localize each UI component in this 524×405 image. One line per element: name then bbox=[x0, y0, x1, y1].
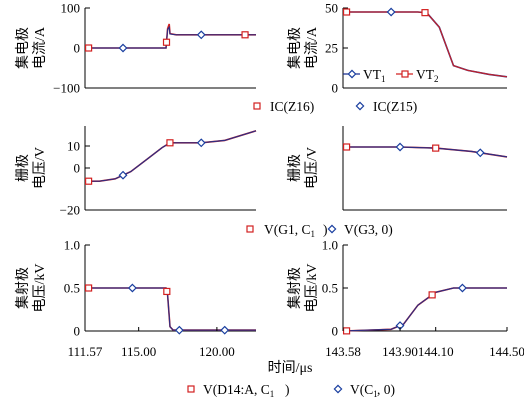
gate-right-ylabel: 电压/V bbox=[304, 147, 320, 189]
ce-left-xtick-label: 120.00 bbox=[199, 344, 235, 359]
gate-left-ytick-label: 0 bbox=[74, 161, 81, 176]
current-left-series-line bbox=[85, 25, 256, 49]
inset-legend-blue-label: VT1 bbox=[363, 67, 386, 84]
gate-left-ylabel: 栅极 bbox=[15, 154, 31, 182]
current-right-ytick-label: 0 bbox=[332, 81, 339, 96]
legend3-blue-label-close: , 0) bbox=[377, 382, 395, 397]
current-right-marker-red bbox=[342, 8, 351, 16]
legend1-blue-label: IC(Z15) bbox=[373, 99, 417, 114]
ce-left-ytick-label: 0.5 bbox=[64, 281, 80, 296]
legend2-blue-label: V(G3, 0) bbox=[344, 222, 393, 237]
gate-right-marker-red bbox=[342, 143, 351, 151]
legend1-blue-marker bbox=[355, 101, 365, 111]
gate-left-ylabel: 电压/V bbox=[32, 147, 48, 189]
legend1-red-label: IC(Z16) bbox=[270, 99, 314, 114]
ce-right-xtick-label: 144.50 bbox=[489, 344, 524, 359]
ce-left-ylabel: 电压/kV bbox=[32, 264, 48, 313]
legend3-red-marker bbox=[187, 385, 195, 393]
current-right-ytick-label: 50 bbox=[325, 1, 338, 16]
inset-legend-red-label: VT2 bbox=[416, 67, 439, 84]
gate-left-series-line bbox=[85, 130, 257, 182]
ce-right-marker-red bbox=[428, 291, 436, 299]
ce-right-ytick-label: 1.0 bbox=[322, 238, 338, 253]
current-right-marker-red bbox=[421, 9, 429, 17]
current-left-marker-red bbox=[162, 38, 171, 46]
ce-left-marker-blue bbox=[220, 325, 230, 335]
ce-left-series-line bbox=[85, 287, 256, 331]
ce-right-xtick-label: 143.58 bbox=[325, 344, 361, 359]
legend3-red-label-close: ) bbox=[285, 382, 290, 397]
ce-left-ytick-label: 0 bbox=[74, 324, 81, 339]
ce-right-marker-red bbox=[342, 327, 351, 335]
legend3-blue-marker bbox=[333, 384, 343, 394]
ce-right-ytick-label: 0 bbox=[332, 324, 339, 339]
ce-right-ytick-label: 0.5 bbox=[322, 281, 338, 296]
current-left-marker-blue bbox=[196, 30, 206, 40]
gate-left-ytick-label: −20 bbox=[60, 203, 80, 218]
current-right-ylabel: 集电极 bbox=[286, 27, 303, 69]
ce-right-ylabel: 集射极 bbox=[286, 267, 303, 309]
legend2-red-label-close: ) bbox=[323, 222, 328, 237]
gate-left-marker-blue bbox=[118, 170, 128, 180]
gate-right-ylabel: 栅极 bbox=[287, 154, 303, 182]
legend3-red-label: V(D14:A, C1 bbox=[203, 382, 274, 399]
ce-left-series-line bbox=[85, 287, 256, 331]
ce-right-ylabel: 电压/kV bbox=[304, 264, 320, 313]
current-left-ytick-label: 0 bbox=[74, 41, 81, 56]
ce-right-series-line bbox=[342, 287, 507, 332]
inset-legend-blue-marker bbox=[347, 69, 357, 79]
ce-left-marker-red bbox=[163, 287, 171, 296]
current-left-ytick-label: 100 bbox=[61, 1, 81, 16]
gate-right-marker-blue bbox=[475, 148, 485, 158]
ce-left-xtick-label: 111.57 bbox=[68, 344, 103, 359]
x-axis-label: 时间/μs bbox=[268, 360, 313, 376]
gate-left-marker-red bbox=[166, 139, 174, 147]
legend3-blue-label: V(C1 bbox=[350, 382, 378, 399]
ce-right-xtick-label: 144.10 bbox=[418, 344, 454, 359]
gate-left-marker-red bbox=[84, 177, 93, 185]
current-right-marker-blue bbox=[386, 7, 396, 17]
gate-right-marker-blue bbox=[395, 142, 405, 152]
current-left-marker-blue bbox=[118, 43, 128, 53]
current-right-series-line bbox=[343, 11, 508, 78]
ce-left-marker-red bbox=[84, 284, 93, 292]
current-left-ylabel: 电流/A bbox=[32, 26, 48, 69]
ce-left-ylabel: 集射极 bbox=[14, 267, 31, 309]
current-right-ylabel: 电流/A bbox=[304, 26, 320, 69]
ce-right-xtick-label: 143.90 bbox=[382, 344, 418, 359]
current-left-marker-red bbox=[84, 44, 93, 52]
legend2-blue-marker bbox=[327, 224, 337, 234]
ce-left-marker-blue bbox=[174, 325, 184, 335]
current-left-ytick-label: −100 bbox=[53, 81, 80, 96]
legend2-red-label: V(G1, C1 bbox=[264, 222, 315, 239]
current-left-ylabel: 集电极 bbox=[14, 27, 31, 69]
ce-right-series-line bbox=[342, 287, 507, 332]
ce-left-marker-blue bbox=[127, 283, 137, 293]
ce-left-ytick-label: 1.0 bbox=[64, 238, 80, 253]
gate-right-marker-red bbox=[432, 144, 440, 152]
current-left-series-line bbox=[85, 23, 256, 49]
ce-right-marker-blue bbox=[457, 283, 467, 293]
ce-left-xtick-label: 115.00 bbox=[121, 344, 156, 359]
current-left-marker-red bbox=[241, 31, 249, 39]
gate-left-ytick-label: 10 bbox=[67, 139, 80, 154]
inset-legend-red-marker bbox=[401, 70, 409, 78]
gate-left-marker-blue bbox=[196, 138, 206, 148]
legend2-red-marker bbox=[246, 225, 254, 233]
legend1-red-marker bbox=[253, 102, 261, 110]
current-right-ytick-label: 25 bbox=[325, 41, 338, 56]
